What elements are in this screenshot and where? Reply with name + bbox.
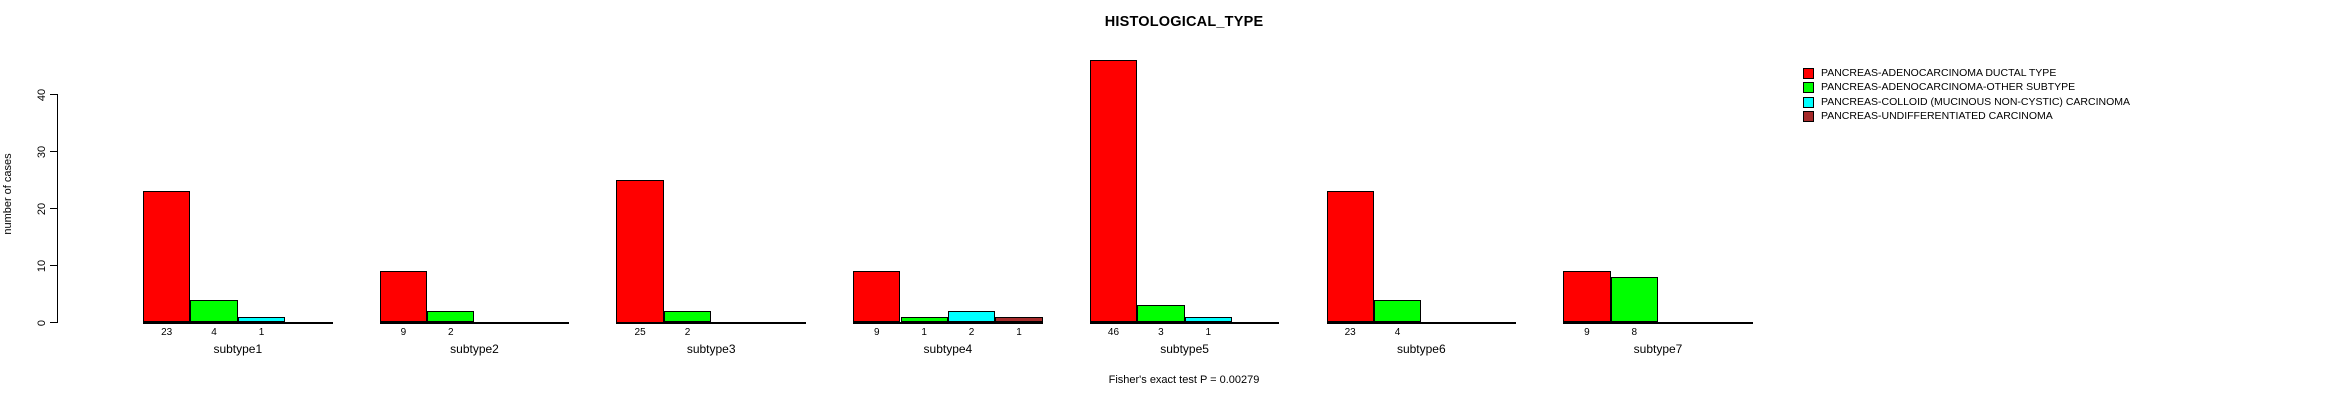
legend-label: PANCREAS-UNDIFFERENTIATED CARCINOMA <box>1821 110 2053 123</box>
bar-subtype3-series1 <box>616 180 664 323</box>
legend-item: PANCREAS-UNDIFFERENTIATED CARCINOMA <box>1803 110 2130 125</box>
x-category-label-subtype6: subtype6 <box>1396 342 1446 356</box>
bar-subtype5-series2 <box>1137 305 1185 323</box>
y-axis-title: number of cases <box>2 153 14 235</box>
bar-subtype5-series1 <box>1089 60 1138 323</box>
bar-value-label: 9 <box>874 327 880 338</box>
bar-subtype1-series2 <box>190 299 238 323</box>
group-baseline <box>616 322 806 324</box>
legend-item: PANCREAS-ADENOCARCINOMA-OTHER SUBTYPE <box>1803 81 2130 96</box>
legend-item: PANCREAS-ADENOCARCINOMA DUCTAL TYPE <box>1803 66 2130 81</box>
y-tick-label: 20 <box>36 202 48 215</box>
bar-subtype2-series1 <box>379 271 428 323</box>
bar-subtype1-series3 <box>237 316 286 323</box>
y-tick-mark <box>50 321 57 324</box>
group-baseline <box>1326 322 1517 324</box>
bar-subtype2-series2 <box>427 311 475 323</box>
y-tick-mark <box>50 207 57 210</box>
y-tick-label: 30 <box>36 145 48 158</box>
legend-swatch-icon <box>1803 96 1814 108</box>
x-category-label-subtype4: subtype4 <box>923 342 973 356</box>
bar-subtype7-series1 <box>1563 271 1611 323</box>
bar-value-label: 25 <box>634 327 646 338</box>
bar-value-label: 4 <box>1394 327 1401 338</box>
bar-subtype1-series1 <box>143 191 191 323</box>
bar-value-label: 3 <box>1158 327 1164 338</box>
legend-label: PANCREAS-COLLOID (MUCINOUS NON-CYSTIC) C… <box>1821 95 2130 108</box>
bar-subtype4-series2 <box>900 316 948 323</box>
bar-subtype7-series2 <box>1610 276 1658 323</box>
bar-subtype3-series2 <box>663 311 712 323</box>
bar-value-label: 1 <box>1016 327 1022 338</box>
bar-value-label: 4 <box>211 327 217 338</box>
x-category-label-subtype5: subtype5 <box>1160 342 1209 356</box>
bar-value-label: 2 <box>968 327 975 338</box>
group-baseline <box>1563 322 1753 324</box>
y-tick-mark <box>50 93 57 96</box>
legend-label: PANCREAS-ADENOCARCINOMA-OTHER SUBTYPE <box>1821 81 2076 94</box>
y-tick-label: 0 <box>36 319 48 326</box>
bar-subtype4-series1 <box>853 271 901 323</box>
bar-subtype6-series1 <box>1326 191 1374 323</box>
bar-subtype4-series4 <box>995 316 1043 323</box>
x-category-label-subtype7: subtype7 <box>1633 342 1683 356</box>
legend-swatch-icon <box>1803 82 1814 94</box>
bar-value-label: 1 <box>258 327 265 338</box>
bar-value-label: 23 <box>161 327 173 338</box>
y-tick-mark <box>50 264 57 267</box>
group-baseline <box>379 322 570 324</box>
legend: PANCREAS-ADENOCARCINOMA DUCTAL TYPE PANCR… <box>1803 66 2130 124</box>
group-baseline <box>853 322 1043 324</box>
legend-swatch-icon <box>1803 111 1814 123</box>
bar-value-label: 1 <box>921 327 927 338</box>
bar-value-label: 9 <box>1584 327 1590 338</box>
fisher-test-annotation: Fisher's exact test P = 0.00279 <box>1108 374 1260 386</box>
bar-subtype5-series3 <box>1184 316 1232 323</box>
x-category-label-subtype1: subtype1 <box>213 342 263 356</box>
y-tick-label: 10 <box>36 259 48 272</box>
bar-value-label: 23 <box>1344 327 1356 338</box>
chart-title: HISTOLOGICAL_TYPE <box>1104 14 1264 30</box>
bar-value-label: 2 <box>684 327 691 338</box>
bar-value-label: 2 <box>448 327 454 338</box>
bar-value-label: 8 <box>1631 327 1638 338</box>
legend-label: PANCREAS-ADENOCARCINOMA DUCTAL TYPE <box>1821 66 2057 79</box>
bar-value-label: 1 <box>1205 327 1212 338</box>
legend-swatch-icon <box>1803 67 1814 79</box>
y-tick-mark <box>50 150 57 153</box>
legend-item: PANCREAS-COLLOID (MUCINOUS NON-CYSTIC) C… <box>1803 95 2130 110</box>
x-category-label-subtype3: subtype3 <box>686 342 736 356</box>
bar-value-label: 9 <box>400 327 407 338</box>
bar-subtype4-series3 <box>947 311 996 323</box>
bar-value-label: 46 <box>1107 327 1120 338</box>
x-category-label-subtype2: subtype2 <box>450 342 499 356</box>
y-axis-line <box>57 94 59 323</box>
y-tick-label: 40 <box>36 88 48 101</box>
bar-subtype6-series2 <box>1373 299 1422 323</box>
group-baseline <box>143 322 333 324</box>
group-baseline <box>1089 322 1280 324</box>
